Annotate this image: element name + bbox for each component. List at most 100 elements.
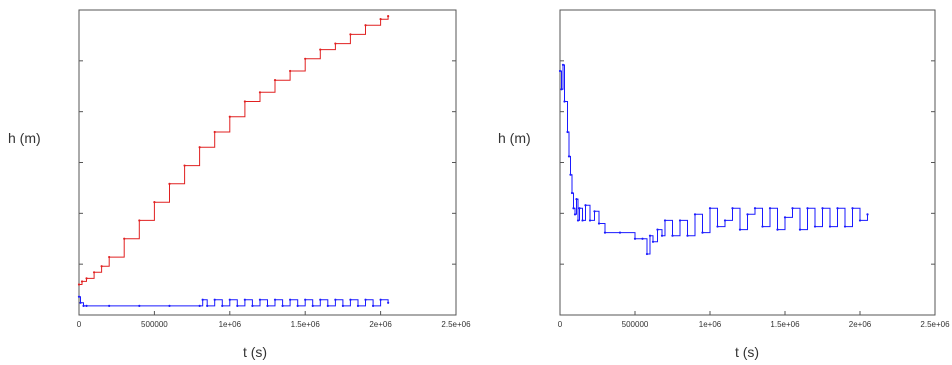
data-point <box>566 130 569 134</box>
data-point <box>746 213 749 216</box>
data-point <box>581 219 584 222</box>
data-point <box>273 298 277 301</box>
data-point <box>858 219 862 222</box>
data-point <box>651 240 655 243</box>
data-point <box>843 225 847 228</box>
x-ticks-right: 0 500000 1e+06 1.5e+06 2e+06 2.5e+06 <box>558 311 950 329</box>
data-point <box>296 304 299 307</box>
data-point <box>633 237 637 240</box>
data-point <box>798 228 802 231</box>
data-point <box>558 69 562 73</box>
data-point <box>123 237 126 240</box>
data-point <box>776 228 779 231</box>
x-tick-label: 2e+06 <box>369 320 392 329</box>
data-point <box>183 164 186 167</box>
x-tick-label: 1e+06 <box>699 320 722 329</box>
data-point <box>243 100 246 103</box>
data-point <box>753 207 757 210</box>
data-point <box>258 298 262 301</box>
data-point <box>563 100 566 103</box>
data-point <box>251 304 254 307</box>
data-point <box>618 231 622 234</box>
data-point <box>168 182 171 185</box>
data-point <box>660 234 664 237</box>
data-point <box>572 207 575 210</box>
data-point <box>168 304 171 307</box>
data-point <box>578 207 581 210</box>
data-point <box>82 304 85 307</box>
data-point <box>85 277 88 280</box>
data-point <box>641 237 644 240</box>
data-point <box>663 219 667 222</box>
data-point <box>686 234 689 237</box>
data-point <box>597 222 601 225</box>
x-tick-label: 2e+06 <box>849 320 872 329</box>
x-tick-label: 1.5e+06 <box>770 320 800 329</box>
data-point <box>79 301 82 304</box>
data-point <box>213 130 216 134</box>
data-point <box>243 298 246 301</box>
y-axis-label-left: h (m) <box>8 130 41 146</box>
data-point <box>569 173 572 176</box>
data-point <box>387 301 390 304</box>
data-point <box>77 295 81 298</box>
data-point <box>221 304 224 307</box>
data-point <box>576 219 580 222</box>
data-point <box>866 213 869 216</box>
data-point <box>851 207 854 210</box>
data-point <box>228 298 231 301</box>
data-point <box>364 24 367 27</box>
data-point <box>561 63 565 66</box>
x-tick-label: 500000 <box>622 320 649 329</box>
data-point <box>656 228 659 231</box>
data-point <box>341 304 344 307</box>
data-point <box>138 304 141 307</box>
x-tick-label: 0 <box>77 320 82 329</box>
data-point <box>570 191 574 195</box>
data-point <box>379 298 382 301</box>
data-point <box>783 216 787 219</box>
data-point <box>573 213 577 216</box>
data-point <box>100 265 103 268</box>
data-point <box>761 225 764 228</box>
series-group-left <box>77 15 390 307</box>
series-group-right <box>558 63 869 256</box>
x-ticks-left: 0 500000 1e+06 1.5e+06 2e+06 2.5e+06 <box>77 311 471 329</box>
data-point <box>80 280 84 283</box>
data-point <box>593 210 596 213</box>
data-point <box>768 207 772 210</box>
data-point <box>716 225 719 228</box>
x-tick-label: 1e+06 <box>219 320 242 329</box>
data-point <box>379 18 382 21</box>
data-point <box>648 234 652 237</box>
data-point <box>108 255 111 259</box>
y-ticks-right <box>560 60 935 265</box>
data-point <box>206 304 209 307</box>
plot-frame-right <box>559 9 936 316</box>
data-point <box>213 298 216 301</box>
x-tick-label: 500000 <box>141 320 168 329</box>
data-point <box>85 304 88 307</box>
data-point <box>387 15 390 18</box>
y-ticks-left <box>79 60 456 265</box>
data-point <box>334 42 337 45</box>
data-point <box>791 207 794 210</box>
x-tick-label: 0 <box>558 320 563 329</box>
data-point <box>198 304 201 307</box>
data-point <box>236 304 239 307</box>
chart-left: 0 500000 1e+06 1.5e+06 2e+06 2.5e+06 h (m) t … <box>8 9 471 360</box>
x-axis-label-left: t (s) <box>243 344 267 360</box>
data-point <box>349 298 352 301</box>
series-line-0 <box>560 64 868 255</box>
data-point <box>92 271 96 274</box>
data-point <box>108 304 111 307</box>
data-point <box>645 252 649 256</box>
data-point <box>356 304 360 307</box>
data-point <box>731 207 734 210</box>
x-axis-label-right: t (s) <box>735 344 759 360</box>
data-point <box>198 146 201 149</box>
data-point <box>813 225 817 228</box>
data-point <box>678 219 682 222</box>
data-point <box>273 79 277 82</box>
data-point <box>153 201 156 204</box>
